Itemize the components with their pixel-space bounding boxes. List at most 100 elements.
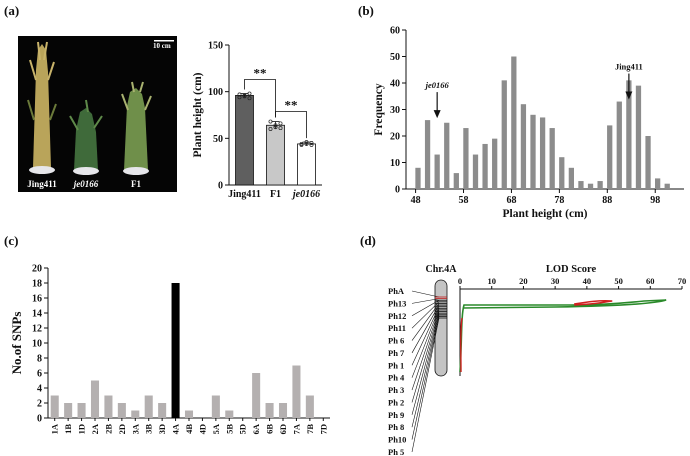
histogram-bar-b (587, 183, 594, 189)
histogram-bar-b (530, 114, 536, 189)
marker-connector-d (411, 316, 440, 440)
marker-connector-d (411, 317, 440, 453)
marker-connector-d (411, 299, 440, 317)
scale-bar (154, 40, 174, 42)
x-tick-label-c: 1A (50, 423, 60, 434)
panel-label-b: (b) (358, 3, 374, 18)
photo-label-jing411: Jing411 (27, 179, 57, 189)
histogram-bar-b (472, 154, 479, 189)
marker-connector-d (411, 304, 440, 354)
x-tick-label-c: 6B (265, 424, 275, 434)
pot-je0166 (73, 167, 99, 175)
histogram-bar-b (549, 128, 555, 189)
marker-label-d: Ph 6 (388, 336, 404, 346)
histogram-bar-b (520, 104, 527, 189)
bar-a (297, 143, 316, 186)
data-point-a (304, 140, 309, 145)
data-point-a (273, 125, 278, 130)
snp-bar-c (292, 365, 301, 418)
x-tick-label-c: 3A (130, 423, 140, 434)
x-tick-label-c: 2D (117, 424, 127, 434)
x-tick-label-a: Jing411 (228, 189, 261, 200)
histogram-bar-b (578, 181, 584, 189)
x-tick-label-c: 7A (291, 423, 301, 434)
marker-connector-d (411, 290, 440, 298)
significance-label-a: ** (254, 66, 267, 81)
marker-connector-d (411, 313, 440, 415)
snp-bar-c (184, 410, 194, 418)
x-tick-label-d: 40 (583, 276, 592, 286)
histogram-bar-b (501, 80, 507, 189)
snp-bar-c (225, 410, 234, 418)
marker-connector-d (411, 311, 440, 403)
chart-c: 0 2 4 6 8 10 12 14 16 18 20 1A 1B 1D 2A 2B 2D 3A 3B 3D 4A 4B 4… (9, 264, 330, 434)
histogram-bar-b (568, 167, 574, 189)
x-tick-label-c: 4A (171, 423, 181, 434)
x-tick-label-c: 2B (103, 424, 113, 434)
data-point-a (304, 141, 309, 146)
data-point-a (247, 91, 252, 96)
marker-connector-d (411, 314, 440, 428)
marker-label-d: Ph 7 (388, 348, 405, 358)
x-tick-label-c: 7D (318, 424, 328, 434)
x-tick-label-c: 3B (144, 424, 154, 434)
marker-label-d: Ph 8 (388, 422, 404, 432)
data-point-a (278, 121, 283, 126)
x-tick-label-d: 70 (678, 276, 687, 286)
marker-connector-d (411, 308, 440, 378)
histogram-bar-b (415, 167, 421, 189)
y-tick-label-c: 10 (32, 339, 42, 350)
marker-connector-d (411, 309, 440, 391)
marker-label-d: Ph10 (388, 435, 406, 445)
histogram-bar-b (511, 56, 517, 189)
y-tick-label-a: 50 (213, 134, 223, 145)
histogram-bar-b (655, 178, 661, 189)
significance-label-a: ** (285, 98, 298, 113)
x-tick-label-b: 48 (411, 195, 421, 206)
data-point-a (278, 126, 283, 131)
marker-label-d: Ph12 (388, 311, 406, 321)
histogram-bar-b (559, 157, 565, 189)
x-tick-label-d: 60 (646, 276, 655, 286)
y-tick-label-a: 0 (218, 181, 223, 192)
y-tick-label-c: 0 (37, 414, 42, 425)
histogram-bar-b (664, 183, 670, 189)
snp-bar-c (252, 373, 261, 418)
marker-label-d: Ph 4 (388, 373, 405, 383)
y-tick-label-c: 18 (32, 279, 42, 290)
scale-bar-label: 10 cm (153, 42, 171, 50)
x-tick-label-c: 6D (278, 424, 288, 434)
y-tick-label-a: 100 (208, 87, 223, 98)
x-axis-title-b: Plant height (cm) (503, 208, 588, 220)
y-tick-label-b: 50 (390, 52, 400, 63)
snp-bar-c (265, 403, 274, 418)
significance-bracket-a (275, 111, 307, 139)
y-tick-label-c: 4 (37, 384, 42, 395)
marker-label-d: Ph 5 (388, 447, 404, 456)
data-point-a (247, 96, 252, 101)
snp-bar-c (77, 403, 86, 418)
snp-bar-c (211, 395, 220, 418)
y-axis-title-b: Frequency (373, 83, 385, 135)
x-tick-label-c: 7B (305, 424, 315, 434)
chart-b: 0 10 20 30 40 50 60 48 58 68 78 88 98 je0166 Jing411 Pl… (373, 26, 684, 220)
lod-curve-red-d (460, 300, 613, 373)
y-axis-title-c: No.of SNPs (9, 312, 24, 375)
y-tick-label-b: 60 (390, 26, 400, 37)
data-point-a (309, 142, 314, 147)
y-tick-label-c: 8 (37, 354, 42, 365)
y-tick-label-b: 20 (390, 132, 400, 143)
y-tick-label-c: 16 (32, 294, 42, 305)
x-tick-label-b: 78 (554, 195, 564, 206)
snp-bar-c (50, 395, 59, 418)
histogram-bar-b (539, 117, 546, 189)
histogram-bar-b (463, 128, 469, 189)
y-tick-label-a: 150 (208, 41, 223, 52)
snp-bar-c (305, 395, 314, 418)
y-tick-label-c: 20 (32, 264, 42, 275)
annotation-arrowhead-b (433, 110, 441, 119)
x-tick-label-a: F1 (270, 189, 281, 200)
x-tick-label-c: 5A (211, 423, 221, 434)
data-point-a (242, 94, 247, 99)
y-tick-label-b: 0 (395, 185, 400, 196)
